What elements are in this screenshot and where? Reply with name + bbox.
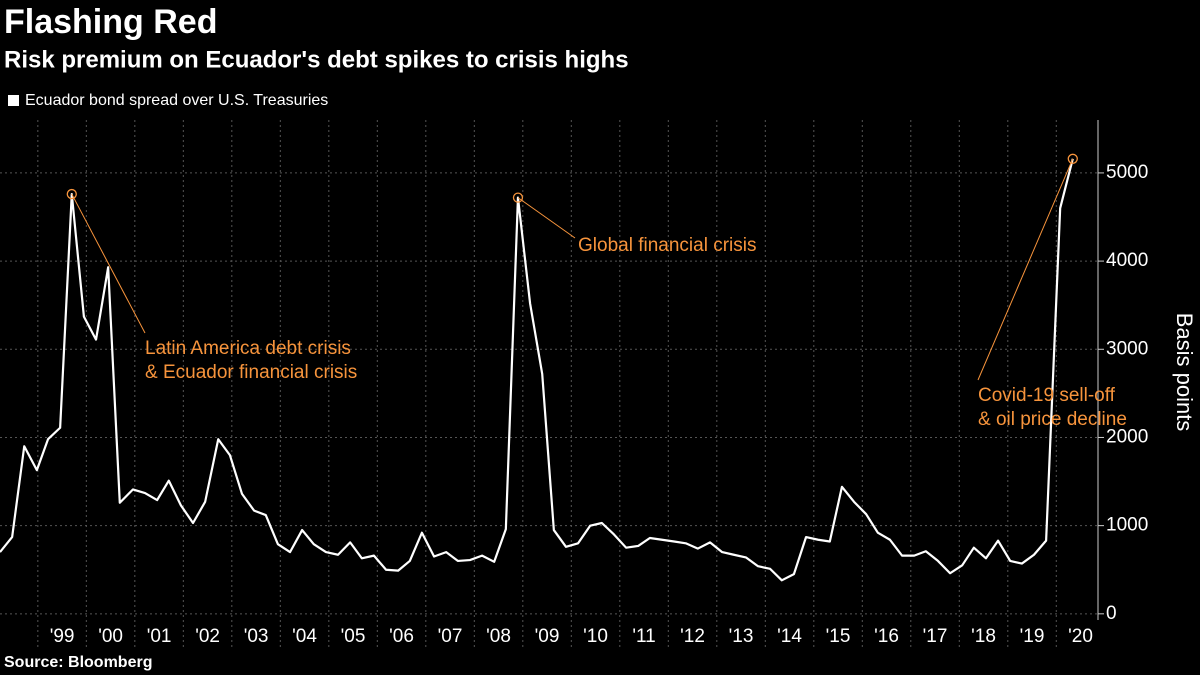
x-tick-label: '17 [923, 626, 948, 647]
y-tick-label: 4000 [1106, 250, 1148, 271]
annotation-marker [512, 192, 524, 203]
x-tick-label: '11 [632, 626, 655, 647]
x-tick-label: '05 [341, 626, 366, 647]
y-tick-label: 2000 [1106, 426, 1148, 447]
x-tick-label: '01 [147, 626, 172, 647]
x-tick-label: '18 [971, 626, 996, 647]
y-tick-label: 0 [1106, 603, 1117, 624]
x-tick-label: '03 [244, 626, 269, 647]
x-tick-label: '20 [1068, 626, 1093, 647]
x-tick-label: '07 [438, 626, 463, 647]
annotation: & oil price decline [978, 409, 1127, 430]
x-tick-label: '99 [50, 626, 75, 647]
x-tick-label: '00 [98, 626, 123, 647]
annotation-marker [66, 188, 77, 200]
annotation: Latin America debt crisis [145, 338, 351, 359]
annotation: & Ecuador financial crisis [145, 362, 357, 383]
annotation-leader [517, 197, 576, 239]
series-line [0, 158, 1074, 582]
y-tick-label: 3000 [1106, 338, 1148, 359]
annotation: Global financial crisis [578, 235, 756, 256]
x-tick-label: '13 [729, 626, 754, 647]
chart-subtitle: Risk premium on Ecuador's debt spikes to… [4, 46, 629, 73]
x-tick-label: '08 [486, 626, 511, 647]
x-tick-label: '10 [583, 626, 608, 647]
x-tick-label: '02 [195, 626, 220, 647]
x-tick-label: '15 [826, 626, 851, 647]
x-tick-label: '16 [874, 626, 899, 647]
y-tick-label: 5000 [1106, 162, 1148, 183]
y-tick-label: 1000 [1106, 515, 1148, 536]
annotation: Covid-19 sell-off [978, 385, 1116, 406]
x-tick-label: '04 [292, 626, 317, 647]
y-axis-label: Basis points [1172, 313, 1197, 432]
annotation-marker [1067, 153, 1078, 164]
x-tick-label: '19 [1020, 626, 1045, 647]
annotation-leader [71, 193, 146, 334]
source: Source: Bloomberg [4, 654, 152, 671]
chart-title: Flashing Red [4, 3, 217, 41]
annotation-leader [977, 158, 1074, 381]
legend-swatch [8, 95, 19, 106]
x-tick-label: '06 [389, 626, 414, 647]
x-tick-label: '14 [777, 626, 802, 647]
x-tick-label: '09 [535, 626, 560, 647]
legend-label: Ecuador bond spread over U.S. Treasuries [25, 92, 328, 109]
x-tick-label: '12 [680, 626, 705, 647]
